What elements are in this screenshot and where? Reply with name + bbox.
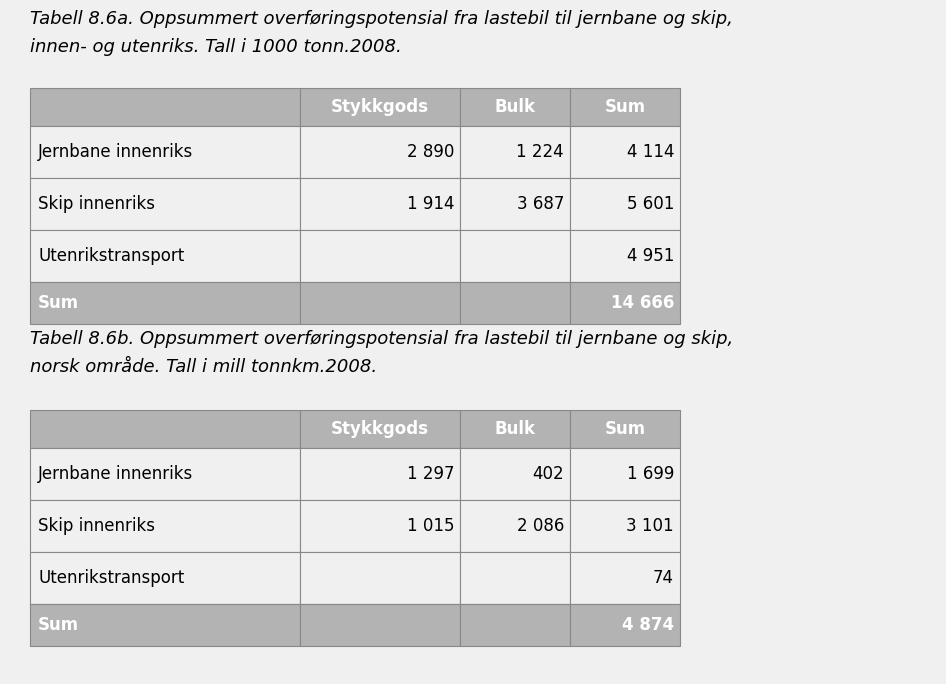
Text: Skip innenriks: Skip innenriks xyxy=(38,517,155,535)
Text: 14 666: 14 666 xyxy=(610,294,674,312)
Text: 4 874: 4 874 xyxy=(622,616,674,634)
Text: 74: 74 xyxy=(653,569,674,587)
Bar xyxy=(570,282,680,324)
Text: Sum: Sum xyxy=(604,420,645,438)
Bar xyxy=(460,178,570,230)
Bar xyxy=(460,604,570,646)
Bar xyxy=(460,88,570,126)
Bar xyxy=(300,448,460,500)
Bar xyxy=(460,448,570,500)
Bar xyxy=(570,410,680,448)
Bar xyxy=(30,410,300,448)
Bar xyxy=(460,230,570,282)
Bar xyxy=(30,282,300,324)
Text: 5 601: 5 601 xyxy=(626,195,674,213)
Text: Stykkgods: Stykkgods xyxy=(331,420,429,438)
Bar xyxy=(570,448,680,500)
Bar xyxy=(30,230,300,282)
Text: Sum: Sum xyxy=(604,98,645,116)
Text: Utenrikstransport: Utenrikstransport xyxy=(38,569,184,587)
Bar xyxy=(460,552,570,604)
Text: 1 224: 1 224 xyxy=(517,143,564,161)
Bar xyxy=(30,448,300,500)
Bar xyxy=(30,552,300,604)
Bar xyxy=(570,500,680,552)
Bar xyxy=(570,178,680,230)
Text: 1 015: 1 015 xyxy=(407,517,454,535)
Text: 402: 402 xyxy=(533,465,564,483)
Bar xyxy=(30,604,300,646)
Text: Tabell 8.6b. Oppsummert overføringspotensial fra lastebil til jernbane og skip,: Tabell 8.6b. Oppsummert overføringspoten… xyxy=(30,330,733,348)
Bar xyxy=(300,230,460,282)
Bar xyxy=(570,230,680,282)
Bar xyxy=(30,126,300,178)
Bar xyxy=(300,500,460,552)
Text: Stykkgods: Stykkgods xyxy=(331,98,429,116)
Text: 2 086: 2 086 xyxy=(517,517,564,535)
Text: 3 687: 3 687 xyxy=(517,195,564,213)
Text: 1 699: 1 699 xyxy=(626,465,674,483)
Text: Bulk: Bulk xyxy=(495,420,535,438)
Text: 4 114: 4 114 xyxy=(626,143,674,161)
Text: Jernbane innenriks: Jernbane innenriks xyxy=(38,143,193,161)
Bar xyxy=(300,410,460,448)
Text: Tabell 8.6a. Oppsummert overføringspotensial fra lastebil til jernbane og skip,: Tabell 8.6a. Oppsummert overføringspoten… xyxy=(30,10,733,28)
Bar xyxy=(460,126,570,178)
Text: Skip innenriks: Skip innenriks xyxy=(38,195,155,213)
Bar xyxy=(30,500,300,552)
Text: Utenrikstransport: Utenrikstransport xyxy=(38,247,184,265)
Text: 3 101: 3 101 xyxy=(626,517,674,535)
Bar xyxy=(300,282,460,324)
Text: 4 951: 4 951 xyxy=(626,247,674,265)
Bar xyxy=(300,604,460,646)
Bar xyxy=(570,126,680,178)
Bar xyxy=(570,88,680,126)
Text: Bulk: Bulk xyxy=(495,98,535,116)
Bar xyxy=(460,282,570,324)
Text: Jernbane innenriks: Jernbane innenriks xyxy=(38,465,193,483)
Bar xyxy=(300,126,460,178)
Bar xyxy=(300,552,460,604)
Text: innen- og utenriks. Tall i 1000 tonn.2008.: innen- og utenriks. Tall i 1000 tonn.200… xyxy=(30,38,402,56)
Text: norsk område. Tall i mill tonnkm.2008.: norsk område. Tall i mill tonnkm.2008. xyxy=(30,358,377,376)
Bar xyxy=(300,88,460,126)
Bar xyxy=(460,410,570,448)
Text: Sum: Sum xyxy=(38,294,79,312)
Bar xyxy=(570,604,680,646)
Bar xyxy=(460,500,570,552)
Bar xyxy=(30,178,300,230)
Bar xyxy=(300,178,460,230)
Text: 1 297: 1 297 xyxy=(407,465,454,483)
Bar xyxy=(570,552,680,604)
Text: Sum: Sum xyxy=(38,616,79,634)
Text: 2 890: 2 890 xyxy=(407,143,454,161)
Bar xyxy=(30,88,300,126)
Text: 1 914: 1 914 xyxy=(407,195,454,213)
